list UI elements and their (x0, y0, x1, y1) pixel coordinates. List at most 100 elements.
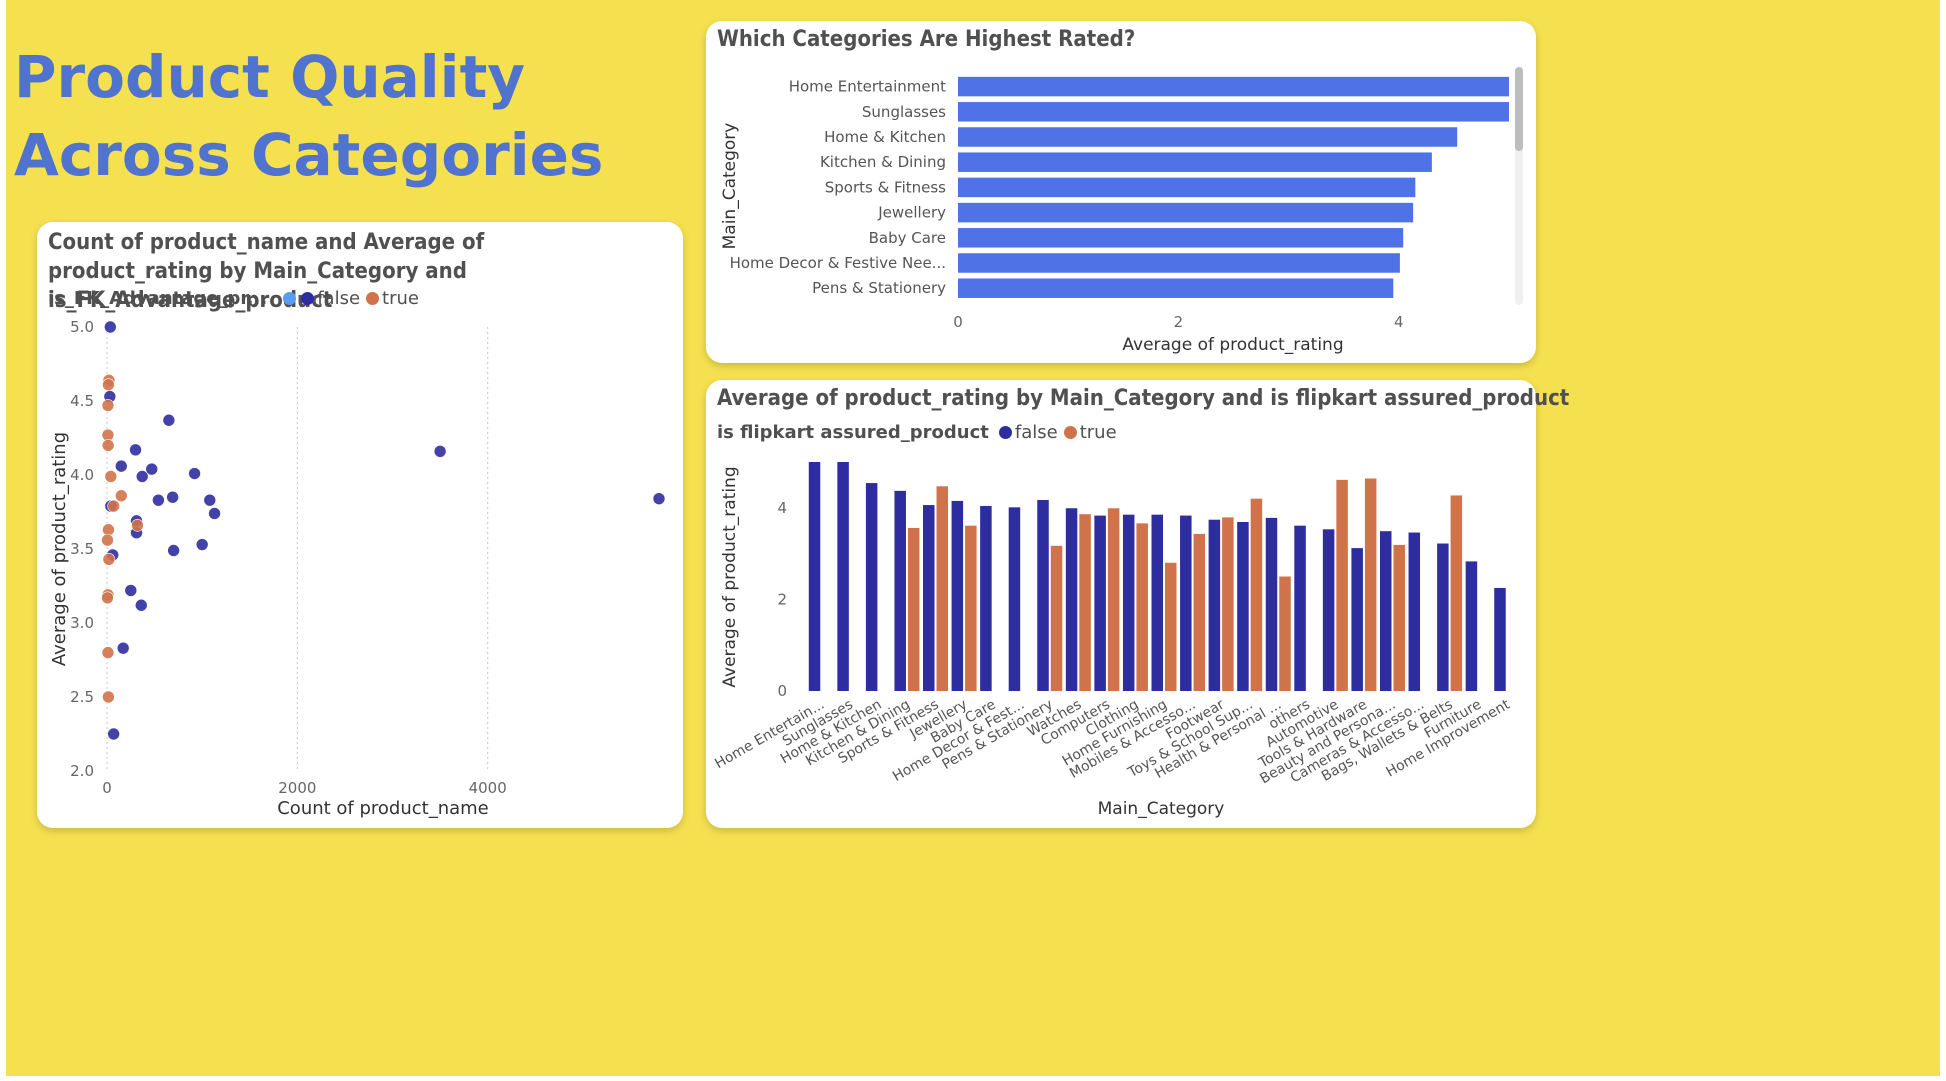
category-label: Home Decor & Festive Nee... (730, 254, 946, 272)
hbar (958, 102, 1509, 122)
y-tick-label: 2 (777, 590, 787, 608)
scatter-legend-title: is_FK_Advantage_pr... (48, 288, 268, 309)
scatter-point (102, 378, 115, 392)
category-label: Kitchen & Dining (820, 153, 946, 171)
scatter-point (101, 591, 114, 605)
category-label: Baby Care (869, 229, 946, 247)
bar-false (1408, 532, 1421, 691)
hbar (958, 127, 1458, 147)
bar-false (980, 505, 992, 691)
bar-false (1180, 515, 1192, 691)
scatter-card[interactable]: Count of product_name and Average of pro… (37, 222, 683, 828)
scatter-point (102, 690, 115, 704)
bar-false (837, 462, 849, 691)
hbar (958, 152, 1432, 172)
cbar-card[interactable]: Average of product_rating by Main_Catego… (706, 380, 1570, 828)
y-tick-label: 2.0 (70, 762, 94, 780)
bar-true (1165, 562, 1177, 691)
scatter-point (114, 459, 128, 473)
hbar (958, 177, 1416, 198)
bar-true (1393, 544, 1405, 691)
bar-false (1379, 531, 1392, 691)
bar-true (1193, 533, 1206, 691)
x-tick-label: 2000 (278, 779, 316, 797)
scatter-point (134, 598, 148, 612)
scatter-point (433, 445, 447, 458)
hbar-scrollbar-thumb[interactable] (1515, 67, 1523, 151)
scatter-point (652, 492, 666, 505)
bar-false (1037, 500, 1049, 691)
bar-false (1294, 525, 1306, 691)
scatter-point (208, 507, 221, 520)
y-tick-label: 4.0 (70, 466, 94, 484)
legend-false-marker (301, 292, 315, 305)
bar-false (1265, 517, 1278, 691)
scatter-point (104, 320, 117, 334)
hbar-scrollbar[interactable] (1515, 67, 1523, 305)
y-tick-label: 4 (777, 499, 787, 517)
page-title: Product Quality Across Categories (14, 43, 604, 189)
x-tick-label: 2 (1174, 313, 1184, 331)
cbar-legend[interactable]: is flipkart assured_product false true (717, 422, 1121, 443)
x-tick-label: 0 (953, 313, 963, 331)
bar-true (936, 486, 949, 691)
x-axis-label: Average of product_rating (1122, 335, 1343, 355)
cbar-legend-false: false (1014, 422, 1058, 443)
scatter-point (129, 443, 142, 457)
bar-true (1222, 517, 1234, 691)
hbar (958, 76, 1509, 97)
category-label: Sports & Fitness (825, 178, 946, 196)
bar-false (951, 500, 964, 691)
scatter-point (145, 462, 159, 476)
scatter-point (101, 533, 114, 547)
y-axis-label: Average of product_rating (49, 432, 70, 666)
scatter-point (107, 727, 120, 741)
bar-true (965, 525, 977, 691)
bar-true (1136, 523, 1148, 691)
bar-false (1494, 587, 1506, 691)
y-tick-label: 4.5 (70, 392, 94, 410)
y-tick-label: 5.0 (70, 318, 94, 336)
hbar (958, 228, 1404, 248)
scatter-point (114, 489, 128, 503)
bar-false (808, 462, 821, 691)
bar-true (1364, 478, 1377, 691)
hbar-title: Which Categories Are Highest Rated? (717, 27, 1136, 52)
bar-false (1237, 521, 1249, 691)
scatter-point (135, 470, 149, 483)
legend-false-marker (998, 426, 1012, 439)
x-tick-label: 4000 (469, 779, 507, 797)
bar-false (1322, 529, 1335, 691)
bar-true (1050, 545, 1063, 691)
hbar (958, 202, 1414, 223)
category-label: Home & Kitchen (824, 128, 946, 146)
cbar-title: Average of product_rating by Main_Catego… (717, 386, 1570, 411)
report-canvas: Product Quality Across Categories Count … (6, 0, 1940, 1076)
scatter-point (166, 490, 179, 504)
y-axis-label: Main_Category (720, 123, 740, 250)
category-label: Sunglasses (862, 103, 946, 121)
bar-false (1065, 508, 1078, 691)
hbar (958, 278, 1394, 298)
legend-true-marker (366, 292, 380, 305)
bar-false (1437, 543, 1449, 691)
bar-false (1208, 519, 1221, 691)
scatter-legend-false: false (317, 288, 361, 309)
hbar-plot[interactable]: Home Entertainment Sunglasses Home & Kitch… (706, 21, 1536, 363)
hbar-card[interactable]: Which Categories Are Highest Rated? Home… (706, 21, 1536, 363)
y-tick-label: 0 (777, 682, 787, 700)
scatter-point (101, 399, 115, 412)
bar-true (1279, 576, 1291, 691)
scatter-point (102, 553, 116, 566)
legend-blank-marker (283, 292, 297, 305)
bar-true (907, 527, 920, 691)
scatter-legend[interactable]: is_FK_Advantage_pr... false true (48, 288, 423, 309)
bar-false (1351, 548, 1363, 691)
scatter-point (162, 413, 176, 427)
y-axis-label: Average of product_rating (720, 466, 740, 687)
bar-false (1008, 507, 1021, 691)
bar-false (1094, 515, 1106, 691)
x-tick-label: 0 (102, 779, 112, 797)
